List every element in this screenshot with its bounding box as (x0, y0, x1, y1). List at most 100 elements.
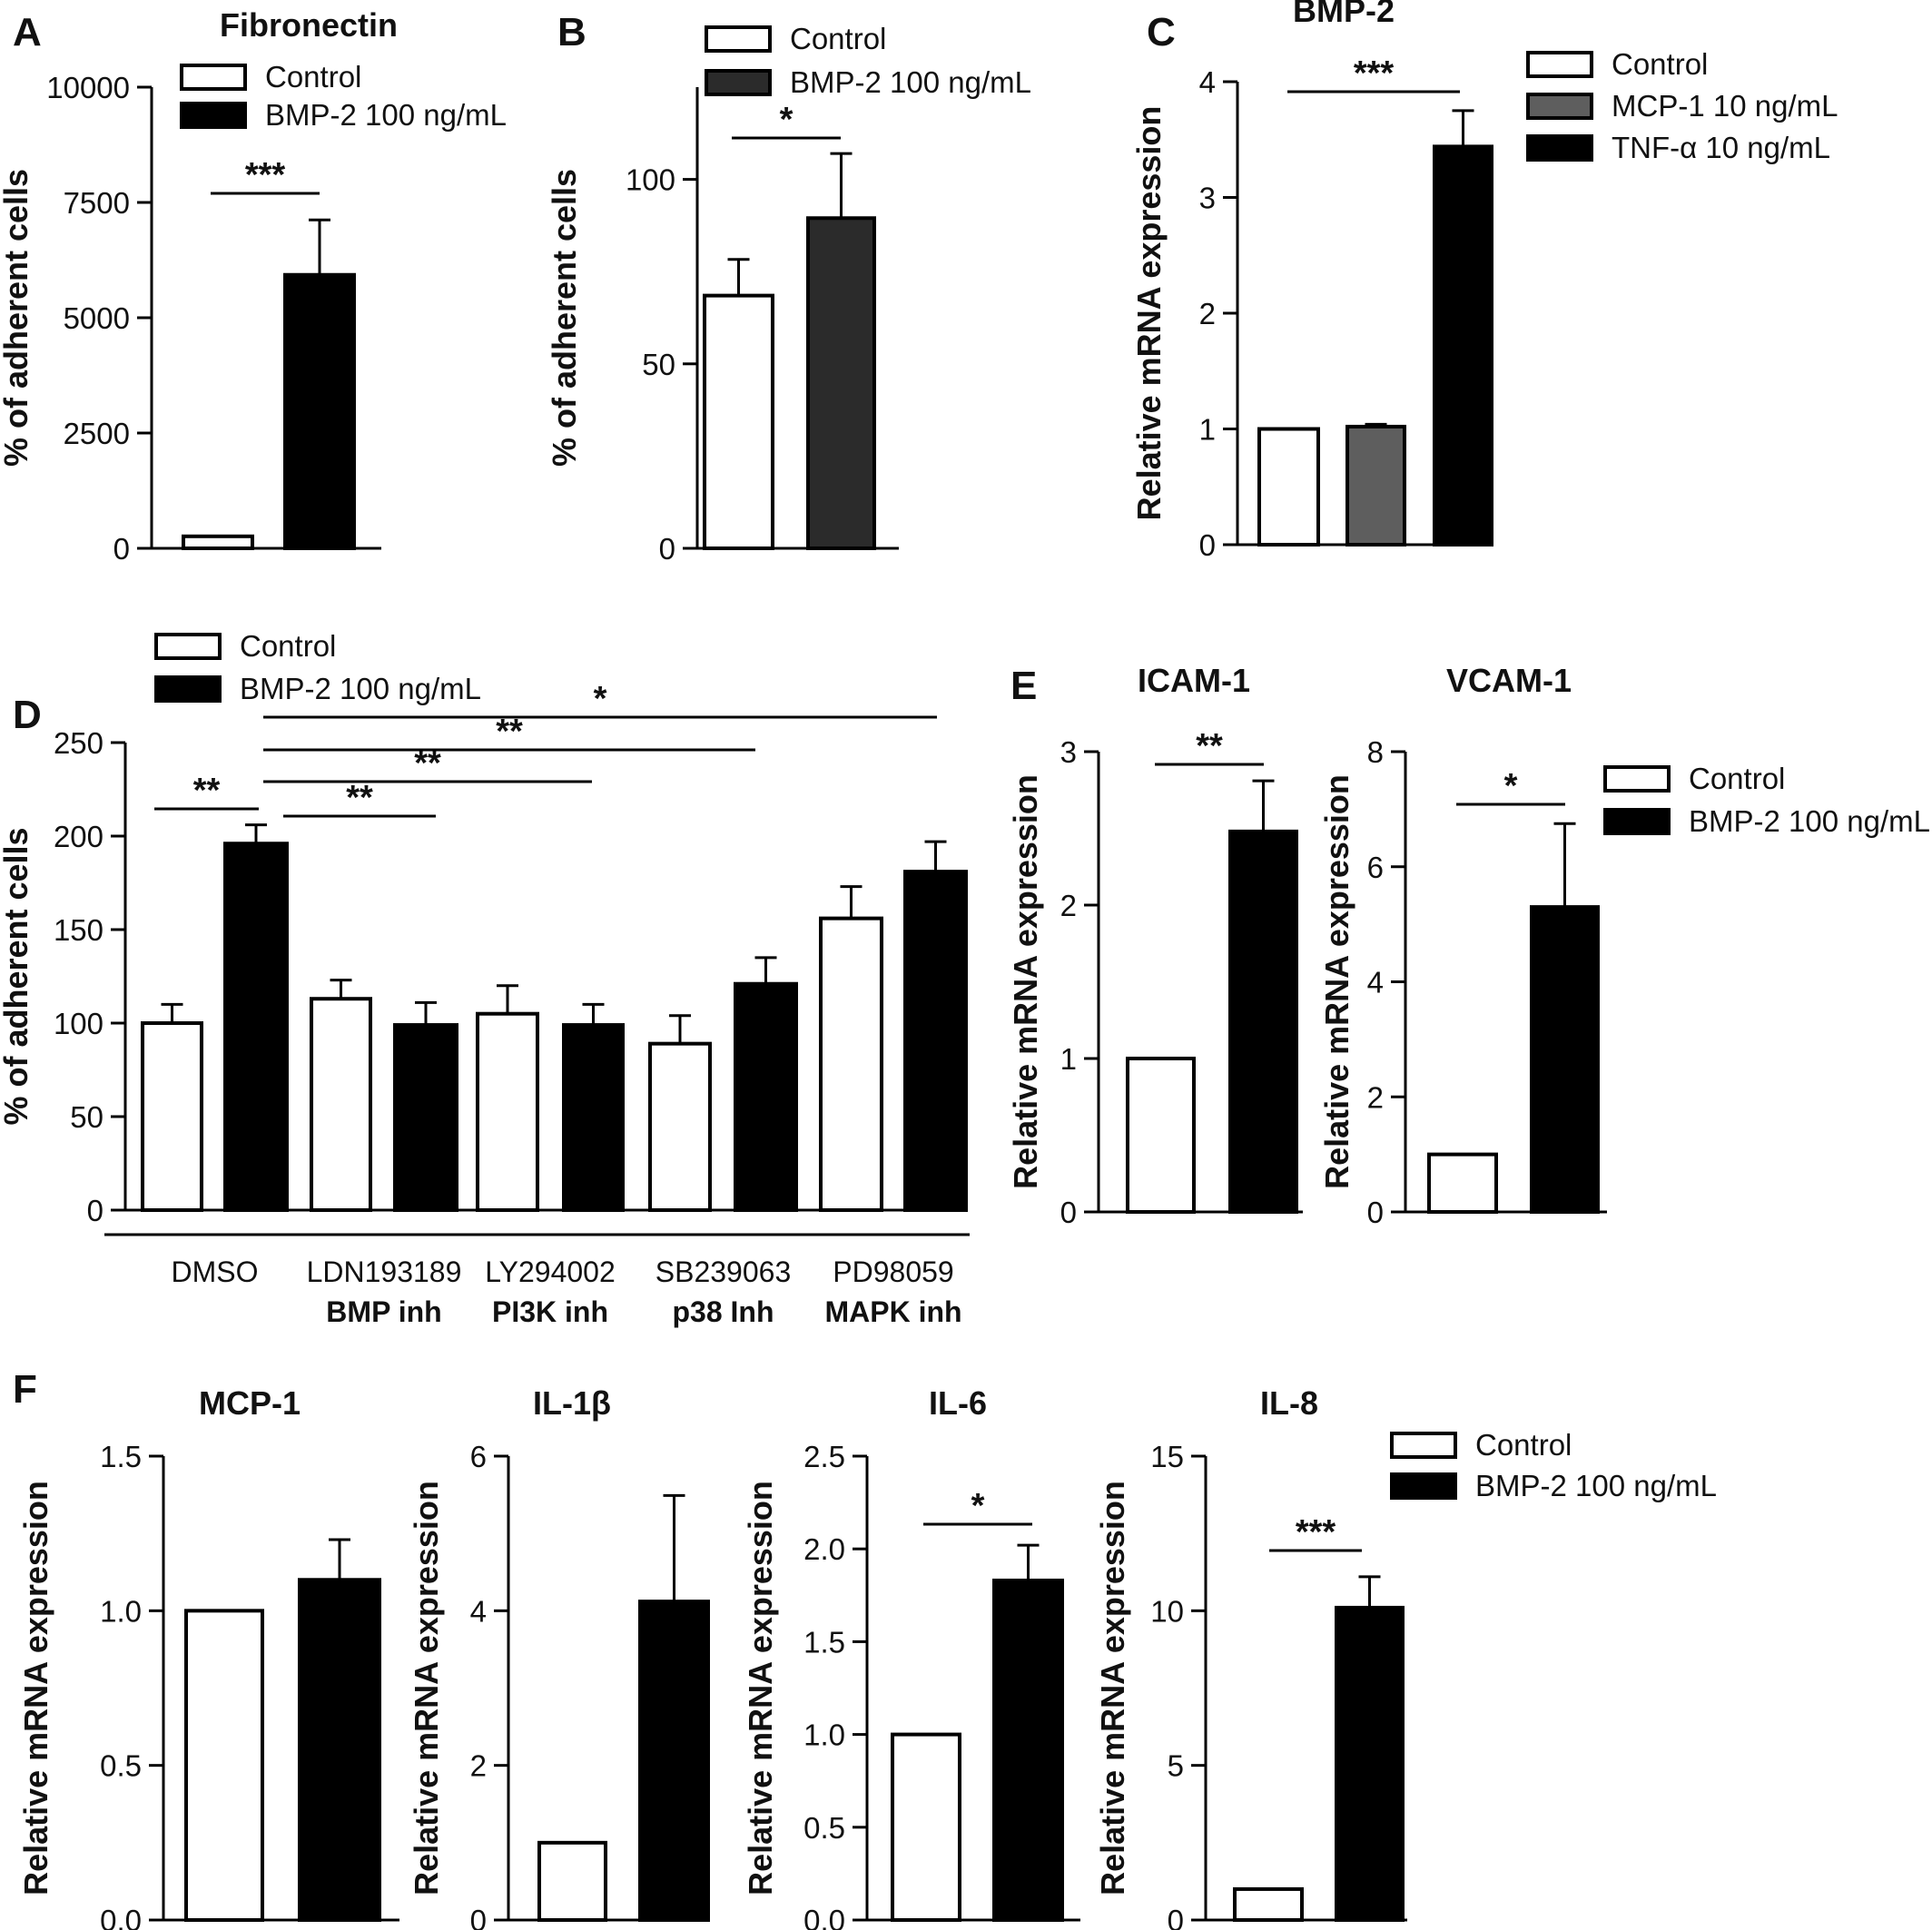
y-tick-label: 1 (1199, 413, 1216, 447)
bar (992, 1578, 1064, 1922)
y-tick-label: 0.5 (100, 1749, 142, 1783)
panel-label: A (13, 10, 42, 54)
y-tick-label: 2.5 (803, 1440, 845, 1473)
legend-label: Control (240, 629, 336, 663)
significance-marker: * (1504, 767, 1518, 805)
panel-e-icam1: E ICAM-1 0 1 2 3 Relative mRNA expression ** (1007, 662, 1303, 1229)
y-tick-label: 0 (1199, 528, 1216, 562)
panel-e-vcam1: VCAM-1 0 2 4 6 8 Relative mRNA expression * Cont… (1318, 662, 1930, 1229)
bar-bmp2 (393, 1023, 458, 1213)
bar-control (648, 1041, 712, 1213)
legend-swatch (180, 102, 247, 129)
panel-f-il6: IL-6 0.0 0.5 1.0 1.5 2.0 2.5 Relative mRNA expr… (742, 1384, 1080, 1930)
y-tick-label: 7500 (64, 186, 130, 220)
panel-f-il8: IL-8 0 5 10 15 Relative mRNA expression *** Con… (1094, 1384, 1717, 1930)
y-tick-label: 0 (87, 1194, 104, 1227)
bar (1346, 424, 1406, 547)
y-tick-label: 150 (54, 913, 104, 947)
bar (1257, 427, 1320, 547)
y-tick-label: 4 (1367, 966, 1384, 999)
y-tick-label: 2 (1060, 889, 1077, 922)
panel-f-il1b: IL-1β 0 2 4 6 Relative mRNA expression (408, 1384, 710, 1930)
legend-label: TNF-α 10 ng/mL (1612, 131, 1830, 164)
y-tick-label: 0.5 (803, 1811, 845, 1845)
significance-marker: ** (193, 772, 221, 810)
y-tick-label: 2 (1367, 1080, 1384, 1114)
y-tick-label: 250 (54, 726, 104, 760)
bar (638, 1600, 710, 1922)
bar (1233, 1886, 1304, 1923)
y-axis-title: Relative mRNA expression (17, 1481, 54, 1896)
panel-f-mcp1: F MCP-1 0.0 0.5 1.0 1.5 Relative mRNA expressi… (13, 1367, 399, 1930)
panel-label: C (1147, 10, 1176, 54)
significance-marker: * (594, 680, 607, 718)
y-tick-label: 0 (113, 532, 130, 566)
y-tick-label: 200 (54, 820, 104, 853)
legend-label: Control (1689, 762, 1785, 795)
y-tick-label: 2 (1199, 297, 1216, 330)
y-tick-label: 5 (1168, 1749, 1184, 1783)
chart-title: VCAM-1 (1446, 662, 1572, 699)
chart-title: BMP-2 (1293, 0, 1395, 29)
panel-label: B (557, 10, 586, 54)
category-label: SB239063 (656, 1255, 791, 1288)
y-tick-label: 1.5 (803, 1625, 845, 1659)
y-tick-label: 2500 (64, 417, 130, 450)
y-tick-label: 1.0 (803, 1718, 845, 1752)
legend-label: BMP-2 100 ng/mL (790, 65, 1031, 99)
bar (891, 1732, 961, 1922)
significance-marker: *** (1296, 1513, 1336, 1551)
chart-title: IL-8 (1260, 1384, 1318, 1422)
legend-swatch (154, 675, 222, 703)
panel-label: E (1010, 664, 1037, 708)
y-tick-label: 0.0 (100, 1904, 142, 1930)
panel-label: D (13, 693, 42, 737)
bar (1433, 144, 1493, 547)
legend-label: BMP-2 100 ng/mL (1475, 1469, 1717, 1502)
legend-label: Control (265, 60, 361, 94)
y-tick-label: 10 (1150, 1594, 1184, 1628)
y-tick-label: 100 (54, 1007, 104, 1040)
y-tick-label: 50 (70, 1100, 104, 1134)
legend-label: Control (790, 22, 886, 55)
y-tick-label: 4 (1199, 65, 1216, 99)
bar (1530, 905, 1600, 1214)
bar-control (310, 997, 372, 1212)
y-axis-title: Relative mRNA expression (1130, 106, 1168, 521)
y-tick-label: 1.5 (100, 1440, 142, 1473)
y-axis-title: Relative mRNA expression (1318, 774, 1355, 1189)
y-tick-label: 6 (470, 1440, 487, 1473)
category-label: PD98059 (833, 1255, 953, 1288)
chart-title: ICAM-1 (1138, 662, 1250, 699)
y-tick-label: 0 (1367, 1196, 1384, 1229)
panel-a-fibronectin-adhesion: A Fibronectin 0 2500 5000 7500 10000 % of adher… (0, 6, 507, 566)
legend-swatch (1390, 1432, 1457, 1459)
chart-title: Fibronectin (220, 6, 398, 44)
bar (1126, 1057, 1196, 1214)
legend-label: Control (1612, 47, 1708, 81)
category-sublabel: p38 Inh (672, 1295, 774, 1328)
bar-bmp2 (562, 1023, 625, 1213)
y-tick-label: 15 (1150, 1440, 1184, 1473)
bar-bmp2 (734, 981, 798, 1212)
bar-control (819, 916, 883, 1212)
y-tick-label: 3 (1199, 182, 1216, 215)
category-label: DMSO (172, 1255, 259, 1288)
legend-label: BMP-2 100 ng/mL (240, 672, 481, 705)
y-tick-label: 2.0 (803, 1532, 845, 1566)
y-tick-label: 3 (1060, 735, 1077, 769)
bar (1228, 829, 1298, 1214)
chart-title: IL-1β (533, 1384, 611, 1422)
bar (1427, 1152, 1498, 1214)
chart-title: IL-6 (929, 1384, 987, 1422)
significance-marker: * (780, 101, 794, 139)
legend-swatch (1603, 765, 1671, 793)
legend-swatch (180, 64, 247, 91)
chart-title: MCP-1 (199, 1384, 301, 1422)
y-tick-label: 0 (1168, 1904, 1184, 1930)
y-tick-label: 2 (470, 1749, 487, 1783)
bar (537, 1840, 607, 1923)
y-axis-title: Relative mRNA expression (742, 1481, 779, 1896)
y-tick-label: 100 (626, 163, 675, 197)
